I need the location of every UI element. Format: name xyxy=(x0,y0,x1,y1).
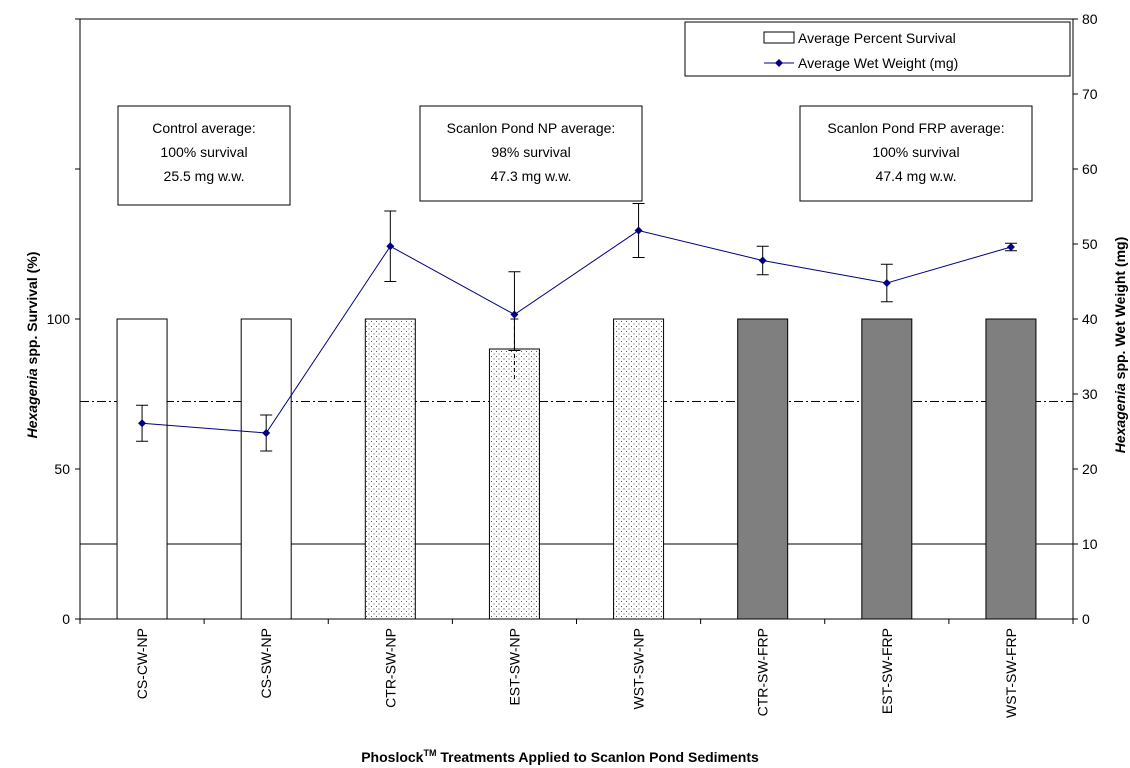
left-axis-title: Hexagenia spp. Survival (%) xyxy=(24,252,40,439)
right-axis-tick-label: 0 xyxy=(1082,611,1090,627)
category-label: CTR-SW-NP xyxy=(382,628,398,708)
category-label: CS-CW-NP xyxy=(134,628,150,699)
category-label: WST-SW-FRP xyxy=(1003,628,1019,718)
right-axis-tick-label: 10 xyxy=(1082,536,1098,552)
bar xyxy=(240,318,292,620)
right-axis-title: Hexagenia spp. Wet Weight (mg) xyxy=(1112,237,1128,454)
category-label: EST-SW-NP xyxy=(506,628,522,706)
x-axis-title: PhoslockTM Treatments Applied to Scanlon… xyxy=(361,748,759,765)
bar xyxy=(488,348,540,620)
annotation-box: Control average: 100% survival 25.5 mg w.w… xyxy=(117,105,291,206)
annotation-text: Control average: xyxy=(152,120,256,136)
wet-weight-line xyxy=(142,229,1012,434)
annotation-frame xyxy=(117,105,291,206)
right-axis-tick-label: 50 xyxy=(1082,236,1098,252)
category-label: EST-SW-FRP xyxy=(879,628,895,714)
annotations: Control average: 100% survival 25.5 mg w.w… xyxy=(117,105,1033,206)
bar xyxy=(116,318,168,620)
wet-weight-point xyxy=(882,279,891,287)
right-axis-tick-label: 30 xyxy=(1082,386,1098,402)
annotation-text: 98% survival xyxy=(491,144,570,160)
annotation-text: 47.4 mg w.w. xyxy=(876,168,957,184)
wet-weight-point xyxy=(1006,243,1015,251)
bar xyxy=(861,318,913,620)
category-label: WST-SW-NP xyxy=(631,628,647,709)
left-axis: 0 50 100 xyxy=(47,18,80,627)
annotation-text: 100% survival xyxy=(160,144,247,160)
wet-weight-point xyxy=(262,429,271,437)
bars-layer xyxy=(116,318,1037,620)
annotation-frame xyxy=(419,105,643,202)
legend-label-wet-weight: Average Wet Weight (mg) xyxy=(798,55,958,71)
annotation-text: 25.5 mg w.w. xyxy=(164,168,245,184)
wet-weight-point xyxy=(386,242,395,251)
category-label: CTR-SW-FRP xyxy=(755,628,771,716)
legend-diamond-marker xyxy=(775,59,783,67)
left-axis-tick-label: 50 xyxy=(54,461,70,477)
legend: Average Percent Survival Average Wet Wei… xyxy=(684,21,1071,77)
left-axis-tick-label: 0 xyxy=(62,611,70,627)
right-axis-tick-label: 70 xyxy=(1082,86,1098,102)
line-layer xyxy=(136,203,1017,452)
bar xyxy=(985,318,1037,620)
legend-box xyxy=(684,21,1071,77)
category-labels: CS-CW-NP CS-SW-NP CTR-SW-NP EST-SW-NP WST-SW… xyxy=(79,619,1074,718)
bar xyxy=(737,318,789,620)
right-axis-tick-label: 80 xyxy=(1082,11,1098,27)
annotation-text: Scanlon Pond NP average: xyxy=(447,120,616,136)
wet-weight-point xyxy=(138,419,147,428)
right-axis: 0 10 20 30 40 50 60 70 80 xyxy=(1073,11,1098,627)
legend-bar-swatch xyxy=(763,31,795,44)
legend-label-survival: Average Percent Survival xyxy=(798,30,956,46)
annotation-box: Scanlon Pond FRP average: 100% survival 47… xyxy=(799,105,1033,202)
wet-weight-point xyxy=(758,256,767,265)
left-axis-tick-label: 100 xyxy=(47,311,71,327)
right-axis-tick-label: 20 xyxy=(1082,461,1098,477)
right-axis-tick-label: 60 xyxy=(1082,161,1098,177)
wet-weight-point xyxy=(634,226,643,235)
category-label: CS-SW-NP xyxy=(258,628,274,699)
annotation-text: 47.3 mg w.w. xyxy=(491,168,572,184)
annotation-text: Scanlon Pond FRP average: xyxy=(827,120,1004,136)
annotation-box: Scanlon Pond NP average: 98% survival 47.3… xyxy=(419,105,643,202)
bar xyxy=(613,318,665,620)
annotation-frame xyxy=(799,105,1033,202)
wet-weight-point xyxy=(510,310,519,319)
right-axis-tick-label: 40 xyxy=(1082,311,1098,327)
annotation-text: 100% survival xyxy=(872,144,959,160)
bar xyxy=(364,318,416,620)
